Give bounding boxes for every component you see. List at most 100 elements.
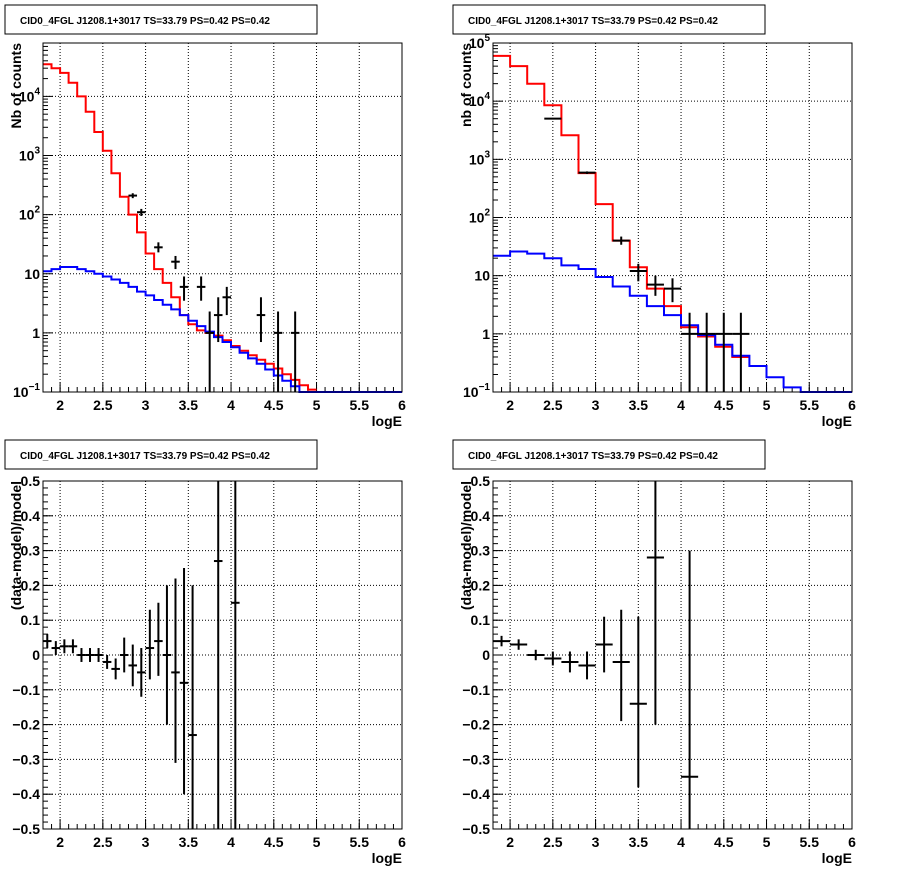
x-tick-label: 4: [227, 397, 235, 413]
data-point: [179, 568, 189, 795]
y-tick-label: −0.3: [12, 751, 40, 767]
x-tick-label: 3: [592, 397, 600, 413]
chart-title: CID0_4FGL J1208.1+3017 TS=33.79 PS=0.42 …: [468, 451, 718, 462]
y-tick-label: 104: [469, 91, 491, 109]
x-tick-label: 3.5: [179, 834, 199, 850]
y-tick-label: 105: [469, 33, 491, 51]
x-tick-label: 4: [677, 397, 685, 413]
y-tick-label: −0.2: [12, 717, 40, 733]
x-axis-label: logE: [372, 413, 402, 429]
data-point: [179, 276, 189, 301]
x-tick-label: 4.5: [714, 397, 734, 413]
y-tick-label: 1: [32, 325, 40, 341]
chart-panel-2: CID0_4FGL J1208.1+3017 TS=33.79 PS=0.42 …: [452, 4, 856, 429]
y-tick-label: 103: [469, 149, 491, 167]
data-point: [256, 297, 266, 343]
data-point: [646, 481, 664, 725]
x-tick-label: 5.5: [350, 397, 370, 413]
x-tick-label: 6: [848, 397, 856, 413]
y-tick-label: 104: [19, 86, 41, 104]
data-point: [544, 117, 562, 120]
x-tick-label: 5: [313, 397, 321, 413]
y-tick-label: −0.4: [462, 786, 490, 802]
x-tick-label: 4.5: [714, 834, 734, 850]
data-point: [681, 550, 699, 829]
y-axis-label: (data-model)/model: [8, 481, 24, 610]
data-point: [629, 263, 647, 282]
data-point: [68, 639, 78, 654]
y-tick-label: 0.3: [471, 543, 491, 559]
data-point: [162, 585, 172, 725]
data-point: [663, 278, 682, 303]
plot-frame: [42, 42, 403, 393]
chart-title-box: [4, 4, 318, 35]
y-tick-label: −0.1: [12, 682, 40, 698]
data-point: [544, 651, 562, 666]
data-point: [681, 312, 699, 392]
data-point: [629, 616, 647, 788]
y-tick-label: 0: [482, 647, 490, 663]
data-point: [145, 609, 155, 680]
y-tick-label: 10−1: [13, 382, 40, 400]
x-tick-label: 4.5: [264, 397, 284, 413]
data-point: [85, 648, 95, 662]
x-tick-label: 5: [763, 397, 771, 413]
y-tick-label: 0.1: [21, 612, 41, 628]
x-tick-label: 4: [677, 834, 685, 850]
data-point: [510, 639, 528, 650]
data-point: [137, 208, 146, 216]
data-point: [60, 639, 69, 654]
y-tick-label: 0.5: [21, 473, 41, 489]
y-tick-label: −0.1: [462, 682, 490, 698]
x-tick-label: 2: [56, 397, 64, 413]
x-tick-label: 2.5: [93, 834, 113, 850]
y-tick-label: 0.4: [471, 508, 491, 524]
x-axis-label: logE: [822, 413, 852, 429]
data-point: [213, 481, 223, 829]
y-axis-label: Nb of counts: [8, 43, 24, 129]
x-tick-label: 3: [142, 834, 150, 850]
data-point: [290, 311, 300, 392]
data-point: [578, 171, 596, 174]
plot-frame: [42, 480, 403, 830]
step-line-series-2: [43, 266, 402, 393]
x-tick-label: 2: [506, 397, 514, 413]
x-tick-label: 2.5: [543, 834, 563, 850]
data-point: [196, 276, 206, 301]
data-point: [43, 634, 52, 649]
data-point: [527, 649, 545, 661]
x-tick-label: 2: [56, 834, 64, 850]
x-axis-label: logE: [372, 850, 402, 866]
x-axis-label: logE: [822, 850, 852, 866]
data-point: [128, 193, 138, 199]
x-tick-label: 6: [848, 834, 856, 850]
x-tick-label: 2.5: [93, 397, 113, 413]
data-point: [188, 585, 197, 829]
y-tick-label: 0.2: [21, 577, 41, 593]
y-tick-label: 103: [19, 146, 41, 164]
y-tick-label: 0.4: [21, 508, 41, 524]
y-axis-label: nb of counts: [458, 43, 474, 127]
y-axis-label: (data-model)/model: [458, 481, 474, 610]
x-tick-label: 4: [227, 834, 235, 850]
data-point: [205, 311, 214, 392]
y-tick-label: 10: [24, 266, 40, 282]
y-tick-label: 10: [474, 268, 490, 284]
data-point: [222, 286, 232, 316]
data-point: [612, 236, 630, 245]
step-line-series-1: [493, 54, 750, 358]
data-point: [273, 311, 283, 392]
y-tick-label: 10−1: [463, 382, 490, 400]
x-tick-label: 5: [763, 834, 771, 850]
chart-title-box: [452, 4, 766, 35]
plot-frame: [492, 480, 853, 830]
data-point: [94, 648, 103, 662]
data-point: [154, 602, 163, 676]
x-tick-label: 5.5: [350, 834, 370, 850]
x-tick-label: 5: [313, 834, 321, 850]
y-tick-label: 102: [19, 205, 41, 223]
data-point: [612, 609, 630, 722]
chart-title-box: [4, 439, 318, 470]
chart-panel-4: CID0_4FGL J1208.1+3017 TS=33.79 PS=0.42 …: [452, 439, 856, 866]
